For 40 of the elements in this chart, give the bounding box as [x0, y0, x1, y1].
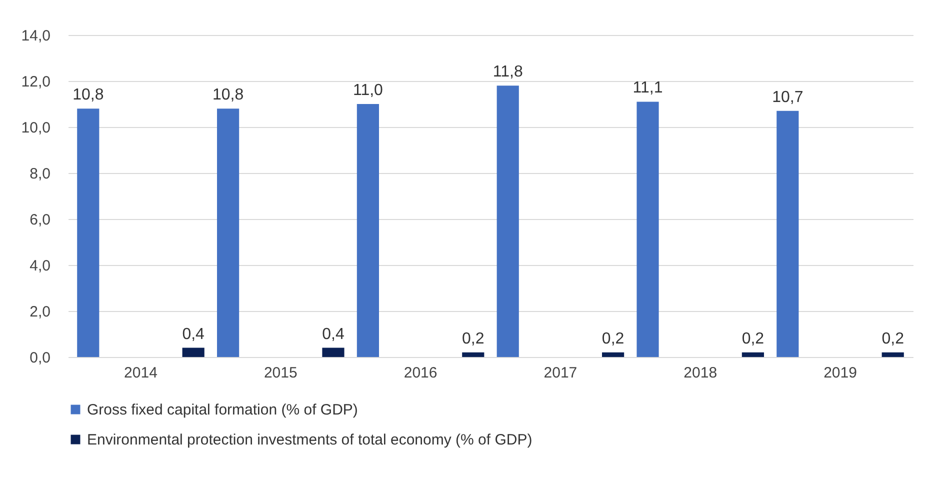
data-label: 0,4 — [182, 326, 205, 343]
y-tick-label: 8,0 — [30, 166, 50, 182]
bar — [462, 352, 484, 357]
bar — [776, 110, 799, 357]
bar — [636, 102, 659, 357]
bar — [882, 352, 904, 357]
x-tick-label: 2015 — [264, 364, 298, 382]
data-label: 11,1 — [632, 80, 663, 97]
data-label: 0,2 — [742, 330, 764, 348]
data-label: 10,8 — [212, 86, 244, 104]
data-label: 0,2 — [602, 330, 624, 348]
x-tick-label: 2019 — [824, 364, 857, 382]
data-label: 10,8 — [72, 86, 104, 104]
x-tick-label: 2016 — [404, 364, 438, 382]
data-label: 10,7 — [772, 88, 804, 106]
bar — [742, 352, 764, 357]
bar — [182, 348, 204, 357]
legend-label: Gross fixed capital formation (% of GDP) — [87, 402, 358, 418]
data-label: 11,0 — [352, 82, 384, 99]
bar — [322, 348, 344, 357]
data-label: 11,8 — [492, 64, 523, 81]
bar — [602, 352, 624, 357]
bar — [496, 86, 519, 357]
bar — [217, 108, 240, 357]
data-label: 0,4 — [322, 326, 344, 343]
y-tick-label: 0,0 — [30, 350, 50, 366]
y-tick-label: 4,0 — [30, 258, 50, 274]
legend-label: Environmental protection investments of total economy (% of GDP) — [87, 432, 532, 448]
y-tick-label: 6,0 — [30, 212, 50, 228]
bar — [356, 104, 379, 357]
data-label: 0,2 — [462, 330, 484, 348]
x-tick-label: 2017 — [544, 364, 578, 382]
y-tick-label: 14,0 — [21, 28, 50, 44]
bar — [77, 108, 100, 357]
x-tick-label: 2018 — [684, 364, 718, 382]
y-tick-label: 10,0 — [21, 120, 50, 136]
x-tick-label: 2014 — [124, 364, 158, 382]
y-tick-label: 12,0 — [21, 74, 50, 90]
y-tick-label: 2,0 — [30, 304, 50, 320]
data-label: 0,2 — [882, 330, 904, 348]
